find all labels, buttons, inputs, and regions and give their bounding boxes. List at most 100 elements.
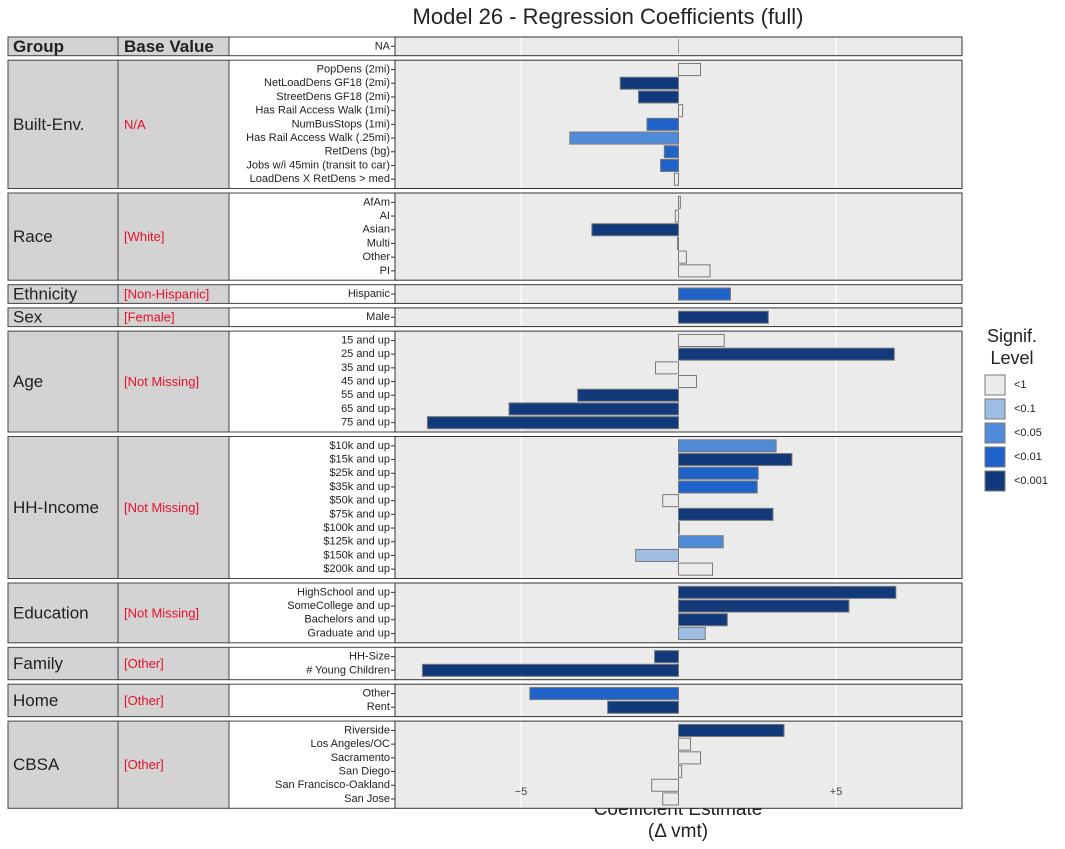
panel-border (394, 36, 963, 57)
x-tick-label: −5 (515, 786, 528, 798)
panel-border (394, 284, 963, 304)
bar (673, 172, 680, 186)
row-label: Male (366, 311, 390, 323)
column-header: Group (13, 37, 64, 56)
group-name: HH-Income (13, 498, 99, 517)
base-value: [Non-Hispanic] (124, 286, 209, 301)
row-label: HH-Size (349, 651, 390, 663)
bar (426, 416, 679, 430)
base-value: N/A (124, 117, 146, 132)
bar (678, 535, 724, 549)
row-label: 45 and up (341, 375, 390, 387)
label-cell (228, 59, 396, 190)
label-cell (228, 36, 396, 57)
bar (607, 700, 679, 714)
row-label: $125k and up (323, 536, 390, 548)
bar (678, 723, 785, 737)
row-label: Graduate and up (307, 627, 390, 639)
row-label: StreetDens GF18 (2mi) (276, 91, 390, 103)
bar (569, 131, 680, 145)
group-cell (7, 192, 119, 281)
bar (591, 223, 679, 237)
bar (678, 737, 691, 751)
bar (678, 250, 687, 264)
row-label: San Diego (339, 765, 390, 777)
group-name: Built-Env. (13, 115, 85, 134)
base-value: [Other] (124, 693, 164, 708)
row-label: San Jose (344, 793, 390, 805)
bar (678, 439, 777, 453)
base-cell (117, 683, 230, 718)
row-label: Other (362, 687, 390, 699)
bar (529, 687, 679, 701)
base-value: [Not Missing] (124, 605, 199, 620)
x-tick-label: +5 (830, 786, 843, 798)
legend-label: <0.05 (1014, 427, 1042, 439)
row-label: $25k and up (329, 467, 390, 479)
bar (678, 453, 793, 467)
row-label: Other (362, 251, 390, 263)
bar (678, 195, 681, 209)
legend-label: <1 (1014, 379, 1027, 391)
row-label: 55 and up (341, 389, 390, 401)
row-label: $50k and up (329, 495, 390, 507)
row-label: # Young Children (306, 664, 390, 676)
bar (678, 466, 759, 480)
base-value: [Not Missing] (124, 500, 199, 515)
label-cell (228, 720, 396, 809)
group-name: Race (13, 227, 53, 246)
bar (678, 521, 680, 535)
row-label: Rent (367, 701, 390, 713)
row-label: 75 and up (341, 417, 390, 429)
bar (421, 663, 679, 677)
row-label: LoadDens X RetDens > med (250, 173, 390, 185)
group-cell (7, 683, 119, 718)
row-label: AI (380, 210, 390, 222)
legend-title: Signif. (987, 326, 1037, 346)
bar (678, 63, 702, 77)
row-label: HighSchool and up (297, 586, 390, 598)
bar (678, 751, 702, 765)
bar (635, 548, 679, 562)
row-label: $10k and up (329, 440, 390, 452)
base-cell (117, 582, 230, 644)
bar (646, 117, 679, 131)
group-name: Age (13, 372, 43, 391)
bar (663, 145, 680, 159)
group-cell (7, 436, 119, 579)
panel-border (394, 683, 963, 718)
bar (654, 650, 679, 664)
bar (637, 90, 679, 104)
bar (660, 158, 679, 172)
legend-swatch (984, 398, 1006, 420)
bar (678, 104, 684, 118)
bar (651, 778, 679, 792)
label-cell (228, 192, 396, 281)
group-cell (7, 582, 119, 644)
row-label: NetLoadDens GF18 (2mi) (264, 77, 390, 89)
base-cell (117, 59, 230, 190)
legend-swatch (984, 470, 1006, 492)
chart-title: Model 26 - Regression Coefficients (full… (413, 4, 804, 29)
bar (662, 494, 679, 508)
base-value: [Other] (124, 656, 164, 671)
group-name: Education (13, 603, 89, 622)
label-cell (228, 330, 396, 433)
base-cell (117, 330, 230, 433)
legend-label: <0.1 (1014, 403, 1036, 415)
group-cell (7, 646, 119, 681)
legend-swatch (984, 422, 1006, 444)
bar (677, 236, 679, 250)
bar (678, 613, 728, 627)
base-value: [Female] (124, 310, 175, 325)
row-label: 35 and up (341, 362, 390, 374)
group-name: Home (13, 691, 58, 710)
row-label: NA (375, 40, 391, 52)
base-cell (117, 646, 230, 681)
panel-border (394, 59, 963, 190)
row-label: Los Angeles/OC (311, 738, 391, 750)
panel-border (394, 720, 963, 809)
bar (674, 209, 679, 223)
x-axis-title: (Δ vmt) (648, 821, 708, 842)
group-cell (7, 59, 119, 190)
